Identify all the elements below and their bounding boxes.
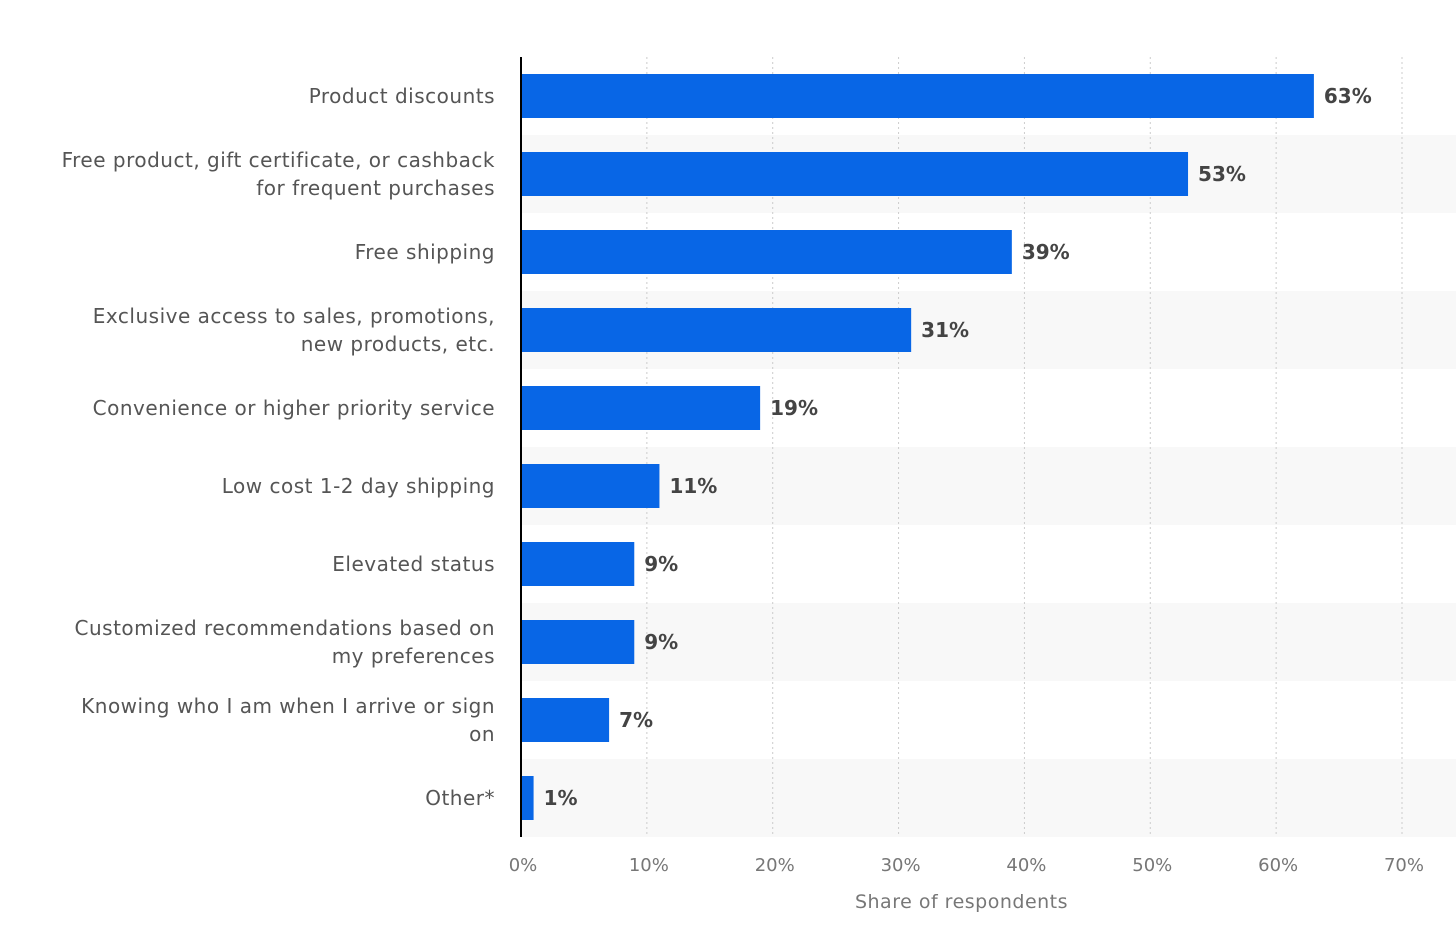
category-label: new products, etc. — [301, 332, 495, 356]
data-label: 31% — [921, 318, 969, 342]
bar — [521, 386, 761, 430]
data-label: 9% — [644, 630, 678, 654]
category-label: on — [469, 722, 495, 746]
bar — [521, 542, 635, 586]
category-label: for frequent purchases — [256, 176, 495, 200]
bar — [521, 776, 534, 820]
x-tick-label: 30% — [881, 855, 921, 876]
row-band — [521, 603, 1456, 681]
category-label: Free product, gift certificate, or cashb… — [62, 148, 495, 172]
category-label: Free shipping — [355, 240, 495, 264]
data-label: 9% — [644, 552, 678, 576]
data-label: 39% — [1022, 240, 1070, 264]
data-label: 19% — [770, 396, 818, 420]
bar — [521, 464, 660, 508]
row-bands — [521, 135, 1456, 837]
category-label: Low cost 1-2 day shipping — [222, 474, 495, 498]
data-label: 53% — [1198, 162, 1246, 186]
bar — [521, 230, 1012, 274]
bars — [521, 74, 1314, 820]
data-label: 7% — [619, 708, 653, 732]
category-labels: Product discounts Free product, gift cert… — [62, 84, 495, 810]
x-axis-title: Share of respondents — [855, 891, 1068, 913]
bar — [521, 308, 912, 352]
x-tick-label: 10% — [629, 855, 669, 876]
data-label: 1% — [544, 786, 578, 810]
category-label: Elevated status — [332, 552, 495, 576]
category-label: Other* — [425, 786, 495, 810]
data-label: 63% — [1324, 84, 1372, 108]
x-tick-label: 0% — [509, 855, 538, 876]
x-tick-label: 40% — [1006, 855, 1046, 876]
bar — [521, 620, 635, 664]
category-label: my preferences — [332, 644, 495, 668]
row-band — [521, 759, 1456, 837]
row-band — [521, 447, 1456, 525]
x-tick-label: 50% — [1132, 855, 1172, 876]
category-label: Knowing who I am when I arrive or sign — [81, 694, 495, 718]
data-label: 11% — [669, 474, 717, 498]
x-tick-label: 60% — [1258, 855, 1298, 876]
bar — [521, 152, 1189, 196]
x-tick-label: 70% — [1384, 855, 1424, 876]
bar — [521, 74, 1314, 118]
category-label: Product discounts — [309, 84, 495, 108]
x-tick-label: 20% — [755, 855, 795, 876]
category-label: Customized recommendations based on — [75, 616, 495, 640]
bar — [521, 698, 610, 742]
category-label: Convenience or higher priority service — [93, 396, 495, 420]
x-tick-labels: 0% 10% 20% 30% 40% 50% 60% 70% — [509, 855, 1424, 876]
category-label: Exclusive access to sales, promotions, — [93, 304, 495, 328]
value-labels: 63% 53% 39% 31% 19% 11% 9% 9% 7% 1% — [544, 84, 1372, 810]
